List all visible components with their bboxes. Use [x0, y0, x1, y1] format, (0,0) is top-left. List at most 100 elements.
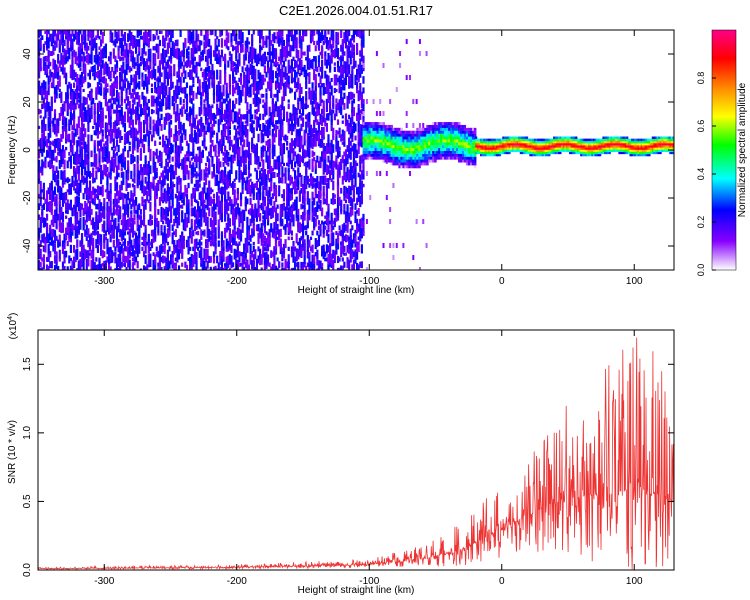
spectrogram-cell: [214, 211, 217, 223]
spectrogram-cell: [295, 196, 298, 207]
spectrogram-cell: [212, 77, 216, 83]
spectrogram-cell: [71, 45, 74, 51]
spectrogram-cell: [71, 260, 74, 270]
spectrogram-cell: [123, 218, 127, 227]
spectrogram-cell: [58, 193, 61, 199]
spectrogram-cell: [80, 76, 84, 84]
spectrogram-cell: [360, 154, 363, 164]
spectrogram-cell: [187, 236, 190, 241]
spectrogram-cell: [115, 228, 119, 238]
spectrogram-cell: [257, 187, 260, 194]
spectrogram-cell: [247, 142, 251, 155]
spectrogram-cell: [356, 221, 359, 234]
spectrogram-cell: [279, 117, 282, 128]
spectrogram-cell: [292, 34, 295, 41]
spectrogram-cell: [142, 265, 146, 270]
spectrogram-cell: [287, 261, 290, 269]
spectrogram-cell: [55, 197, 58, 206]
spectrogram-cell: [314, 111, 317, 123]
spectrogram-cell: [332, 259, 335, 270]
spectrogram-cell: [400, 139, 403, 143]
spectrogram-cell: [157, 129, 160, 137]
spectrogram-cell: [141, 75, 144, 85]
spectrogram-cell: [168, 155, 171, 164]
spectrogram-cell: [268, 165, 271, 174]
spectrogram-cell: [249, 184, 252, 197]
spectrogram-cell: [189, 106, 192, 117]
spectrogram-cell: [85, 230, 88, 236]
spectrogram-cell: [306, 209, 309, 215]
spectrogram-cell: [195, 43, 198, 54]
spectrogram-cell: [44, 87, 47, 94]
spectrogram-cell: [147, 160, 150, 168]
spectrogram-cell: [133, 230, 136, 236]
spectrogram-cell: [203, 188, 206, 194]
spectrogram-cell: [286, 76, 289, 84]
spectrogram-cell: [197, 122, 200, 133]
spectrogram-cell: [338, 66, 341, 73]
spectrogram-cell: [351, 100, 354, 113]
spectrogram-cell: [45, 35, 49, 40]
spectrogram-cell: [292, 67, 295, 72]
spectrogram-cell: [374, 142, 378, 146]
spectrogram-cell: [111, 146, 114, 151]
spectrogram-cell: [201, 122, 204, 132]
spectrogram-cell: [128, 100, 131, 112]
spectrogram-cell: [131, 129, 135, 136]
spectrogram-cell: [47, 37, 50, 49]
spectrogram-cell: [246, 102, 249, 111]
spectrogram-cell: [162, 139, 165, 148]
spectrogram-cell: [154, 161, 157, 167]
spectrogram-cell: [198, 107, 201, 117]
spectrogram-cell: [287, 186, 290, 195]
spectrogram-cell: [68, 217, 71, 227]
spectrogram-cell: [77, 182, 80, 189]
spectrogram-cell: [372, 136, 376, 140]
spectrogram-cell: [281, 194, 284, 199]
spectrogram-cell: [154, 98, 157, 104]
spectrogram-cell: [235, 132, 238, 144]
spectrogram-cell: [327, 134, 330, 142]
spectrogram-cell: [119, 260, 122, 270]
spectrogram-cell: [60, 192, 63, 201]
spectrogram-cell: [95, 153, 98, 165]
spectrogram-cell: [85, 176, 88, 184]
spectrogram-cell: [368, 139, 372, 143]
spectrogram-cell: [136, 91, 139, 100]
spectrogram-cell: [203, 203, 206, 210]
spectrogram-cell: [176, 256, 179, 263]
spectrogram-cell: [179, 182, 182, 189]
spectrogram-cell: [76, 179, 79, 192]
spectrogram-cell: [263, 196, 266, 207]
spectrogram-cell: [173, 183, 176, 188]
spectrogram-cell: [382, 139, 385, 143]
spectrogram-cell: [359, 50, 362, 57]
spectrogram-cell: [357, 134, 360, 142]
spectrogram-cell: [38, 70, 41, 79]
spectrogram-cell: [209, 236, 212, 241]
spectrogram-cell: [251, 203, 254, 210]
spectrogram-cell: [303, 213, 306, 221]
spectrogram-cell: [344, 37, 348, 49]
spectrogram-cell: [238, 85, 241, 96]
spectrogram-cell: [125, 170, 128, 180]
spectrogram-cell: [107, 255, 111, 264]
spectrogram-cell: [134, 62, 138, 66]
spectrogram-cell: [158, 141, 162, 145]
spectrogram-cell: [49, 140, 52, 146]
spectrogram-cell: [209, 217, 212, 228]
spectrogram-cell: [107, 66, 111, 73]
spectrogram-cell: [174, 207, 177, 217]
spectrogram-cell: [192, 193, 195, 199]
spectrogram-cell: [96, 109, 100, 114]
spectrogram-cell: [131, 119, 135, 125]
spectrogram-cell: [103, 156, 106, 162]
spectrogram-cell: [171, 224, 174, 232]
spectrogram-cell: [388, 156, 391, 160]
spectrogram-cell: [206, 97, 209, 105]
spectrogram-cell: [69, 111, 72, 123]
spectrogram-cell: [74, 51, 77, 56]
spectrogram-cell: [39, 30, 42, 37]
spectrogram-cell: [254, 203, 257, 210]
spectrogram-cell: [162, 214, 165, 220]
